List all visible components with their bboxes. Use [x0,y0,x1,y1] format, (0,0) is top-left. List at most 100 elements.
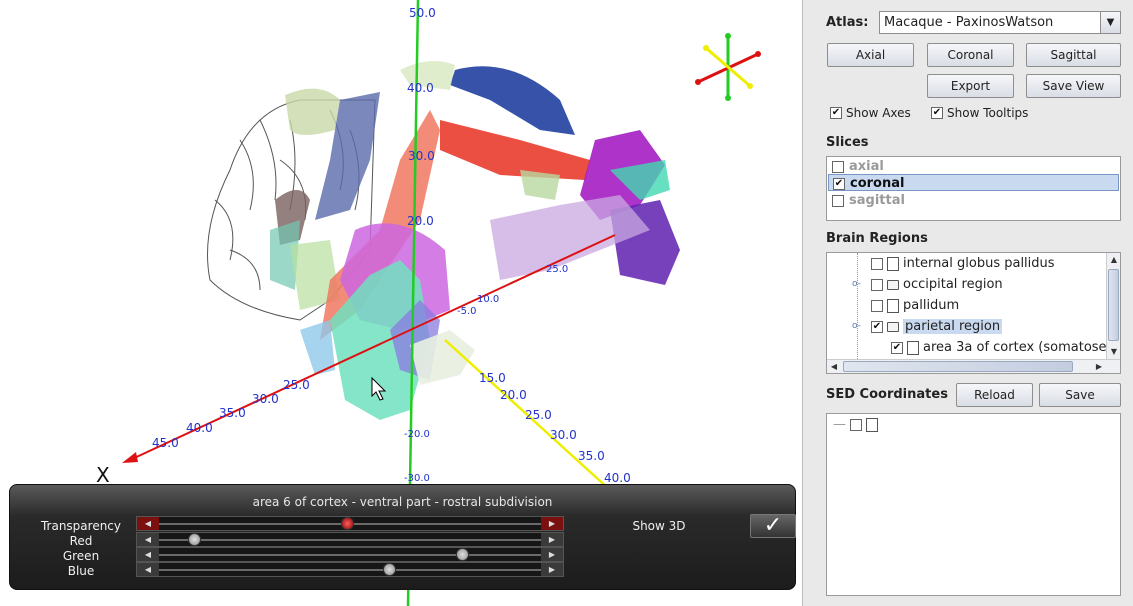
coronal-button[interactable]: Coronal [927,43,1014,67]
reload-button[interactable]: Reload [956,383,1033,407]
transparency-slider[interactable]: ◀ ▶ [136,516,564,531]
scroll-down-icon[interactable]: ▼ [1110,347,1118,356]
tree-item-checkbox[interactable] [871,278,883,291]
slice-coronal-checkbox[interactable]: ✔ [833,177,845,190]
z-tick: 40.0 [604,471,631,485]
atlas-select[interactable]: Macaque - PaxinosWatson ▼ [879,11,1121,34]
collapse-handle-icon[interactable]: o- [852,321,861,331]
scroll-left-icon[interactable]: ◀ [830,362,838,371]
show-3d-checkbox[interactable]: ✓ [750,514,796,538]
show-tooltips-option[interactable]: ✔ Show Tooltips [931,105,1028,120]
region-lavender [490,195,650,280]
chevron-down-icon[interactable]: ▼ [1100,12,1120,33]
green-increase-icon[interactable]: ▶ [541,548,563,561]
blue-decrease-icon[interactable]: ◀ [137,563,159,576]
green-slider[interactable]: ◀ ▶ [136,547,564,562]
axis-ticks: 50.0 40.0 30.0 20.0 -20.0 -30.0 25.0 30.… [152,6,631,485]
blue-increase-icon[interactable]: ▶ [541,563,563,576]
region-sage [520,170,560,200]
save-button[interactable]: Save [1039,383,1121,407]
show-axes-checkbox[interactable]: ✔ [830,106,842,119]
brain-regions-heading: Brain Regions [826,231,928,246]
tree-item-label: parietal region [903,319,1003,334]
red-increase-icon[interactable]: ▶ [541,533,563,546]
scroll-up-icon[interactable]: ▲ [1110,255,1118,264]
z-tick: 15.0 [479,371,506,385]
slice-axial[interactable]: axial [828,158,1119,175]
3d-viewport[interactable]: 50.0 40.0 30.0 20.0 -20.0 -30.0 25.0 30.… [0,0,803,606]
region-slate [315,92,380,220]
slice-coronal[interactable]: ✔ coronal [828,174,1119,191]
show-3d-label: Show 3D [632,519,686,533]
sed-coordinates-heading: SED Coordinates [826,387,948,402]
slice-coronal-label: coronal [850,176,905,191]
transparency-thumb[interactable] [341,517,355,530]
y-tick: 30.0 [408,149,435,163]
slices-heading: Slices [826,135,869,150]
save-view-button[interactable]: Save View [1026,74,1121,98]
tree-item[interactable]: ✔ parietal region [871,317,1003,337]
tree-item-checkbox[interactable] [850,418,863,431]
tree-item[interactable]: occipital region [871,275,1003,295]
tree-item-checkbox[interactable] [871,299,883,312]
red-decrease-icon[interactable]: ◀ [137,533,159,546]
red-thumb[interactable] [187,533,201,546]
tree-item-label: internal globus pallidus [903,256,1055,271]
sidebar: Atlas: Macaque - PaxinosWatson ▼ Axial C… [804,0,1133,606]
green-thumb[interactable] [456,548,470,561]
blue-slider[interactable]: ◀ ▶ [136,562,564,577]
show-axes-option[interactable]: ✔ Show Axes [830,105,911,120]
regions-horizontal-scrollbar[interactable]: ◀ ▶ [827,359,1120,373]
scroll-thumb[interactable] [843,361,1073,372]
tree-item-checkbox[interactable]: ✔ [871,320,883,333]
export-button[interactable]: Export [927,74,1014,98]
folder-icon [887,321,899,332]
tree-item[interactable]: — [833,415,882,435]
sagittal-button[interactable]: Sagittal [1026,43,1121,67]
region-color-panel: area 6 of cortex - ventral part - rostra… [9,484,796,590]
green-label: Green [62,549,100,563]
sed-coordinates-tree: — [826,413,1121,596]
x-axis-arrow [122,452,138,463]
show-tooltips-checkbox[interactable]: ✔ [931,106,943,119]
scroll-right-icon[interactable]: ▶ [1095,362,1103,371]
regions-vertical-scrollbar[interactable]: ▲ ▼ [1106,253,1120,359]
tree-item[interactable]: pallidum [871,296,959,316]
slice-sagittal-label: sagittal [849,193,905,208]
region-skyblue [300,320,335,375]
axial-button[interactable]: Axial [827,43,914,67]
brain-scene: 50.0 40.0 30.0 20.0 -20.0 -30.0 25.0 30.… [96,0,761,606]
show-tooltips-label: Show Tooltips [947,105,1029,120]
tree-item-checkbox[interactable] [871,257,883,270]
tree-item-label: pallidum [903,298,960,313]
tree-item[interactable]: internal globus pallidus [871,254,1055,274]
x-axis-label: X [96,463,110,487]
blue-thumb[interactable] [383,563,397,576]
green-decrease-icon[interactable]: ◀ [137,548,159,561]
z-tick: 20.0 [500,388,527,402]
slice-axial-label: axial [849,159,884,174]
file-icon [907,340,919,355]
transparency-decrease-icon[interactable]: ◀ [137,517,159,530]
expand-handle-icon[interactable]: o- [852,279,861,289]
region-mint [330,260,430,420]
slice-axial-checkbox[interactable] [832,160,844,173]
atlas-label: Atlas: [826,15,869,30]
tree-item-checkbox[interactable]: ✔ [891,341,903,354]
mouse-cursor-icon [371,376,387,401]
z-axis-line [444,339,611,491]
region-teal-left [270,220,300,290]
region-teal-right [610,160,670,200]
red-slider[interactable]: ◀ ▶ [136,532,564,547]
tree-item[interactable]: ✔ area 3a of cortex (somatose [891,338,1107,358]
slices-list: axial ✔ coronal sagittal [826,156,1121,221]
y-tick: -20.0 [404,429,430,440]
slice-sagittal[interactable]: sagittal [828,192,1119,209]
folder-icon [887,279,899,290]
transparency-increase-icon[interactable]: ▶ [541,517,563,530]
slice-sagittal-checkbox[interactable] [832,194,844,207]
scroll-thumb[interactable] [1108,269,1119,341]
x-tick: 35.0 [219,406,246,420]
brain-regions-tree: internal globus pallidus o- occipital re… [826,252,1121,374]
z-tick: 35.0 [578,449,605,463]
